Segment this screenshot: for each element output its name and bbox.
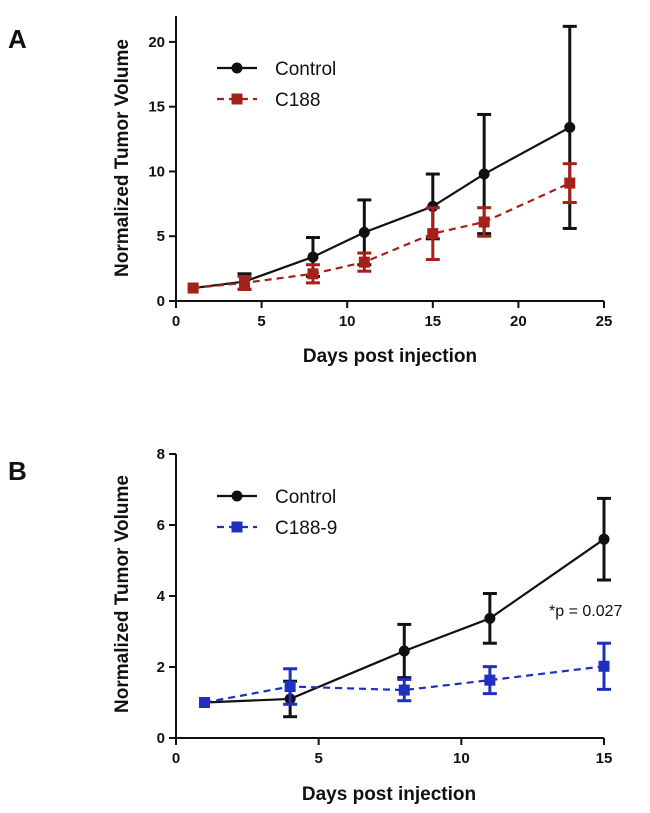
panel-a-y-tick-label: 15 — [148, 99, 165, 116]
panel-b-series-c188-9-point — [199, 697, 211, 708]
panel-a-series-control-point — [307, 251, 319, 263]
panel-b-y-axis-title: Normalized Tumor Volume — [112, 475, 133, 713]
panel-a-series-c188-point — [238, 277, 250, 289]
panel-b-y-tick-label: 4 — [157, 588, 166, 605]
panel-b: B Normalized Tumor Volume Days post inje… — [8, 446, 623, 805]
panel-b-x-axis-title: Days post injection — [302, 784, 476, 805]
panel-b-series-c188-9-point — [484, 674, 496, 686]
panel-b-x-tick-label: 5 — [314, 750, 322, 767]
panel-b-p-value-annotation: *p = 0.027 — [549, 603, 623, 620]
panel-a-y-tick-label: 20 — [148, 34, 165, 51]
panel-b-series-c188-9-point — [284, 681, 296, 693]
panel-a-series-c188-point — [307, 268, 319, 280]
panel-a-x-tick-label: 0 — [172, 313, 180, 330]
panel-a-series-control-point — [358, 226, 370, 238]
panel-a-x-tick-label: 5 — [257, 313, 265, 330]
panel-b-series-control-point — [484, 612, 496, 624]
panel-b-y-tick-label: 0 — [157, 730, 165, 747]
panel-a-x-tick-label: 10 — [339, 313, 356, 330]
panel-a-plot: 0 5 10 15 20 0 5 10 15 20 25 Control C188 — [148, 16, 612, 330]
panel-b-x-tick-label: 10 — [453, 750, 470, 767]
panel-b-series-c188-9-point — [598, 660, 610, 672]
panel-b-legend-marker — [231, 490, 243, 502]
panel-a-series-c188-point — [358, 256, 370, 268]
panel-b-series-c188-9-point — [398, 684, 410, 696]
panel-a-x-tick-label: 20 — [510, 313, 527, 330]
panel-a-series-c188-point — [478, 216, 490, 228]
panel-b-series-c188-9-line — [204, 665, 605, 704]
panel-b-y-tick-label: 2 — [157, 659, 165, 676]
panel-b-legend-label: Control — [275, 487, 336, 508]
panel-a: A Normalized Tumor Volume Days post inje… — [8, 16, 612, 367]
panel-b-legend-label: C188-9 — [275, 518, 337, 539]
panel-a-series-control-point — [564, 121, 576, 133]
panel-b-legend-item-control: Control — [217, 487, 336, 508]
panel-a-x-tick-label: 25 — [596, 313, 613, 330]
panel-a-series-control-line — [192, 126, 571, 290]
panel-b-series-control-point — [398, 645, 410, 657]
panel-b-letter: B — [8, 456, 27, 486]
panel-b-series-c188-9 — [199, 641, 611, 708]
panel-b-y-tick-label: 6 — [157, 517, 165, 534]
panel-b-y-tick-label: 8 — [157, 446, 165, 463]
panel-a-x-axis-title: Days post injection — [303, 346, 477, 367]
panel-b-legend-item-c188-9: C188-9 — [217, 518, 337, 539]
panel-a-legend-label: C188 — [275, 90, 320, 111]
panel-a-legend-label: Control — [275, 59, 336, 80]
panel-b-series-control-point — [598, 533, 610, 545]
panel-a-legend-marker — [231, 62, 243, 74]
panel-a-series-control-point — [478, 168, 490, 180]
panel-a-series-c188 — [187, 162, 577, 294]
panel-b-x-tick-label: 15 — [596, 750, 613, 767]
panel-a-x-tick-label: 15 — [424, 313, 441, 330]
panel-a-y-tick-label: 10 — [148, 163, 165, 180]
panel-a-legend-item-c188: C188 — [217, 90, 320, 111]
panel-a-series-control — [187, 24, 577, 294]
panel-b-plot: 0 2 4 6 8 0 5 10 15 Control C188-9 — [157, 446, 613, 767]
panel-a-series-c188-point — [187, 282, 199, 294]
panel-a-letter: A — [8, 24, 27, 54]
panel-a-legend-item-control: Control — [217, 59, 336, 80]
panel-b-legend-marker — [231, 521, 243, 533]
panel-a-y-tick-label: 0 — [157, 293, 165, 310]
panel-a-legend-marker — [231, 93, 243, 105]
panel-b-x-tick-label: 0 — [172, 750, 180, 767]
panel-a-y-axis-title: Normalized Tumor Volume — [112, 39, 133, 277]
panel-a-y-tick-label: 5 — [157, 228, 165, 245]
panel-a-series-c188-point — [564, 177, 576, 189]
panel-a-series-c188-point — [427, 228, 439, 240]
